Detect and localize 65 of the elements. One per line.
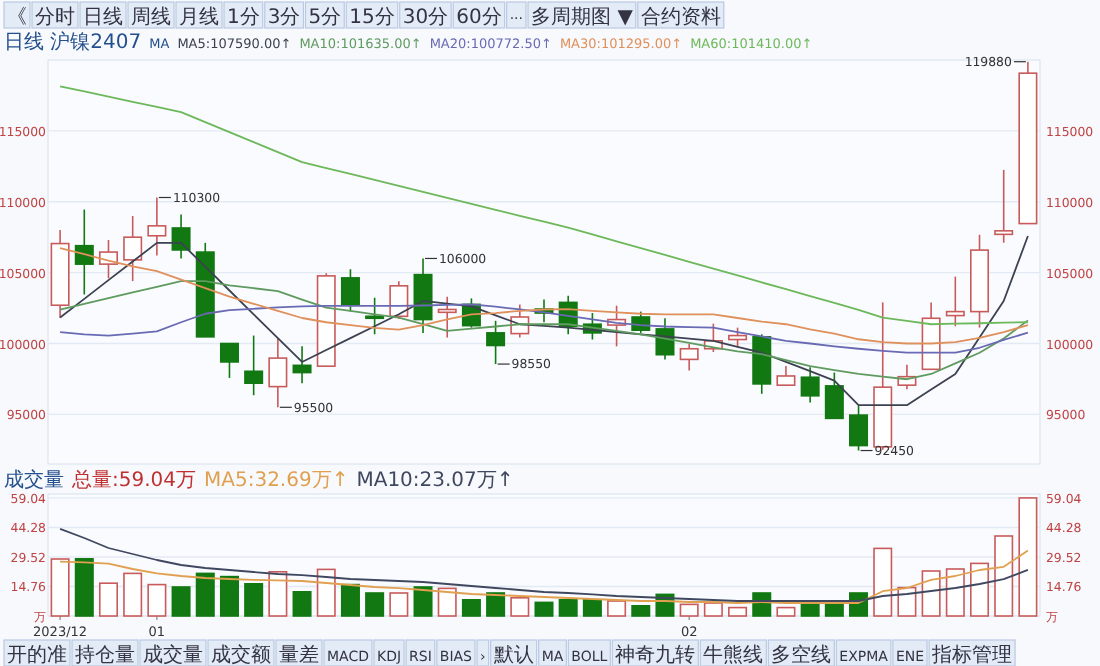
bar xyxy=(800,604,820,617)
candlestick xyxy=(728,326,748,348)
text: 60分 xyxy=(456,5,502,29)
chart-title: 日线 沪镍2407 xyxy=(4,30,142,54)
text: 神奇九转 xyxy=(615,643,696,666)
text: 合约资料 xyxy=(640,5,721,29)
bar xyxy=(219,575,239,617)
candlestick xyxy=(340,268,360,313)
candlestick xyxy=(437,295,457,339)
text: 指标管理 xyxy=(930,643,1013,666)
candlestick xyxy=(752,333,772,395)
bar xyxy=(195,572,215,617)
candlestick xyxy=(945,275,965,328)
bar xyxy=(171,586,191,617)
text: 多空线 xyxy=(771,643,832,666)
bar xyxy=(365,592,385,617)
text: 成交额 xyxy=(211,643,271,666)
text: 默认 xyxy=(491,643,534,666)
bar xyxy=(340,583,360,617)
bar xyxy=(486,592,506,617)
bar xyxy=(413,586,433,617)
text: 牛熊线 xyxy=(703,643,764,666)
bar xyxy=(582,599,602,617)
text: 月线 xyxy=(179,5,219,29)
candlestick xyxy=(292,345,312,384)
bar xyxy=(534,601,554,617)
candlestick xyxy=(824,371,844,420)
bar xyxy=(244,583,264,617)
text: 5分 xyxy=(308,5,342,29)
candlestick xyxy=(74,208,94,296)
candlestick xyxy=(776,365,796,386)
text: 《 xyxy=(7,5,27,29)
candlestick xyxy=(219,342,239,379)
bar xyxy=(292,591,312,617)
text: 分时 xyxy=(35,5,75,29)
text: 周线 xyxy=(131,5,171,29)
line-series xyxy=(59,527,1029,602)
text: 多周期图 ▼ xyxy=(531,5,634,29)
candlestick xyxy=(365,296,385,336)
text: 持仓量 xyxy=(75,643,135,666)
candlestick xyxy=(171,213,191,260)
text: MA10:23.07万↑ xyxy=(356,470,514,492)
chart-subtitle: 总量:59.04万 xyxy=(70,468,196,492)
bar xyxy=(824,603,844,617)
candlestick xyxy=(244,334,264,397)
candlestick xyxy=(994,169,1014,244)
chart-title: 成交量 xyxy=(4,468,64,492)
candlestick xyxy=(679,343,699,372)
text: 量差 xyxy=(279,643,319,666)
text: 1分 xyxy=(227,5,260,29)
candlestick xyxy=(800,366,820,404)
text: 15分 xyxy=(349,5,395,29)
text: 成交量 xyxy=(143,643,203,666)
text: 开的准 xyxy=(7,643,67,666)
line-series xyxy=(59,85,1029,326)
bar xyxy=(74,558,94,617)
text: 3分 xyxy=(267,5,301,29)
line-series xyxy=(59,549,1029,604)
text: MA5:32.69万↑ xyxy=(204,470,349,492)
bar xyxy=(461,599,481,617)
bar xyxy=(558,599,578,617)
text: 日线 xyxy=(83,5,123,29)
candlestick xyxy=(123,215,143,282)
text: 30分 xyxy=(402,5,449,29)
bar xyxy=(631,605,651,617)
